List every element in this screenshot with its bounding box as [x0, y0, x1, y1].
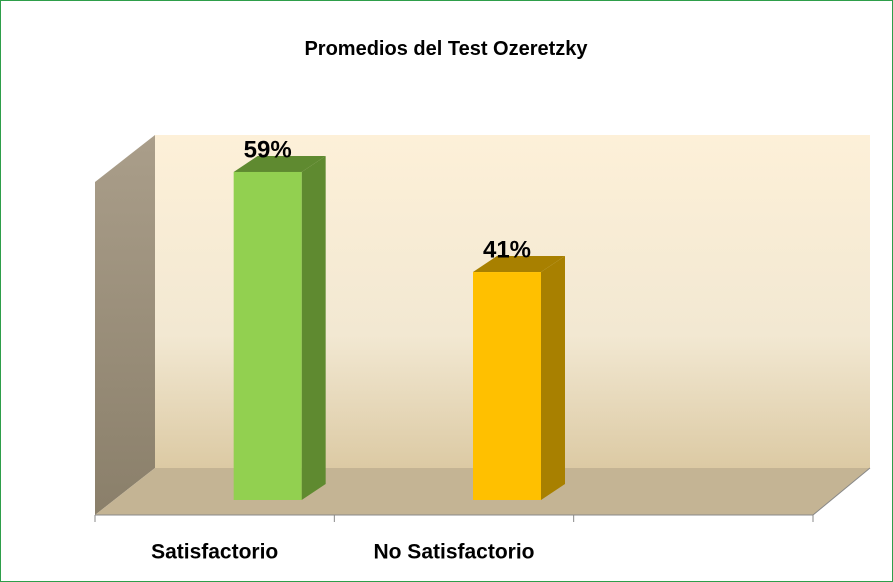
bar — [233, 171, 302, 500]
x-tick-label: No Satisfactorio — [373, 541, 534, 564]
floor-edge — [812, 467, 871, 516]
bar-top — [233, 155, 326, 172]
data-label: 41% — [483, 236, 531, 263]
bar-side — [541, 256, 565, 500]
data-label: 59% — [244, 136, 292, 163]
x-tick-label: Satisfactorio — [151, 541, 278, 564]
chart-title: Promedios del Test Ozeretzky — [304, 38, 588, 60]
bar — [473, 272, 541, 500]
bar-side — [301, 155, 326, 500]
bar-top — [473, 256, 565, 273]
side-wall — [95, 135, 155, 515]
